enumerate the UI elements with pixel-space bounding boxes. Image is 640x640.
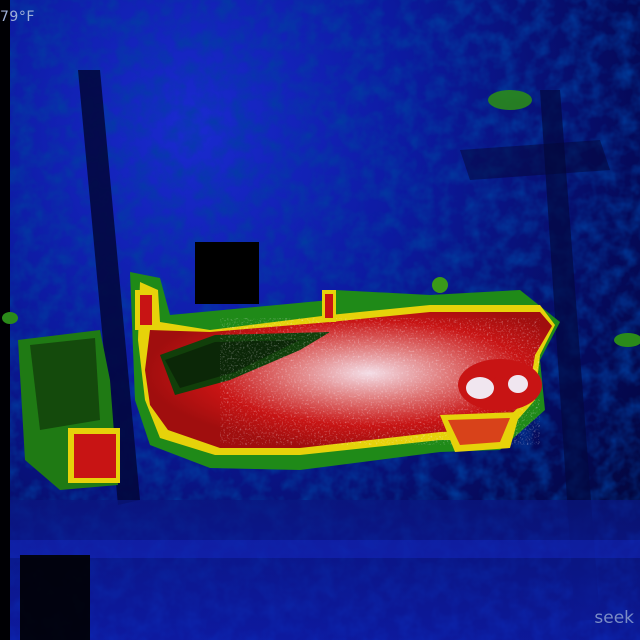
- tree-trunk-left: [78, 70, 140, 505]
- temperature-readout: 79°F: [0, 9, 35, 25]
- brand-logo-text: seek: [594, 608, 634, 628]
- wheel-hotspot: [458, 359, 542, 411]
- ground: [0, 500, 640, 640]
- sensor-artifact: [195, 242, 259, 304]
- tree-trunk-right: [540, 90, 600, 620]
- vehicle-front-block: [18, 330, 120, 490]
